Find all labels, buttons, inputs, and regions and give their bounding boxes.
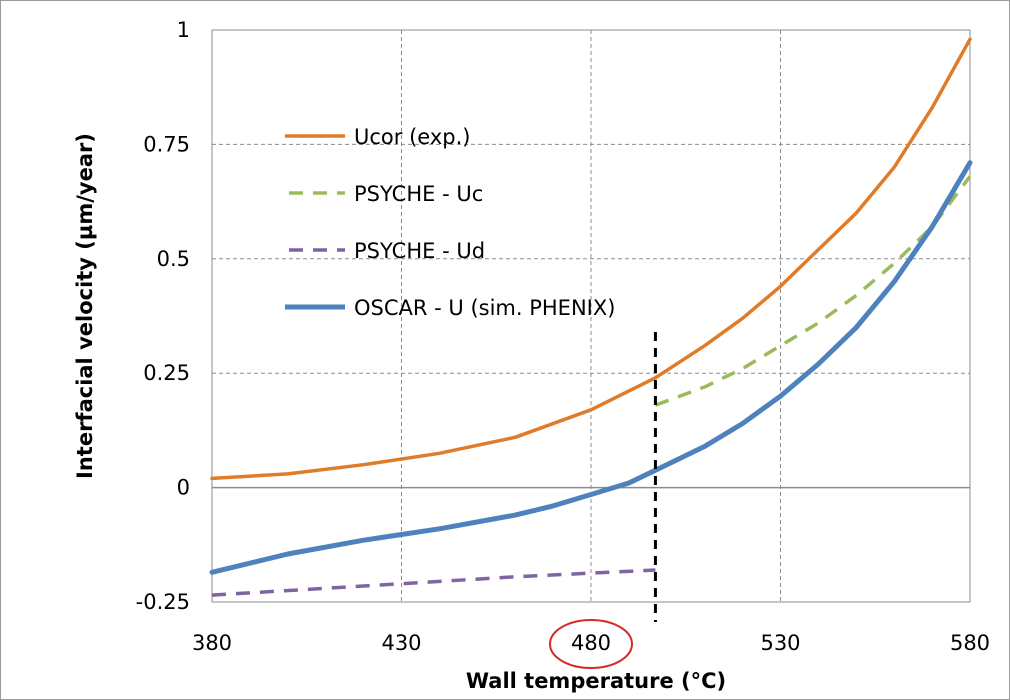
series-line-2 [654, 175, 972, 407]
legend-label-4: OSCAR - U (sim. PHENIX) [354, 296, 615, 320]
annotations [549, 332, 657, 669]
legend-label-2: PSYCHE - Uc [354, 182, 483, 206]
x-tick-label: 530 [760, 631, 800, 655]
highlight-circle [549, 619, 633, 669]
y-tick-label: 1 [177, 18, 190, 42]
series-line-3 [211, 568, 656, 597]
y-tick-label: 0.5 [157, 247, 190, 271]
y-tick-label: -0.25 [136, 590, 190, 614]
y-axis-title: Interfacial velocity (µm/year) [73, 133, 97, 479]
y-tick-label: 0.25 [143, 361, 190, 385]
legend-label-1: Ucor (exp.) [354, 125, 470, 149]
x-axis-title: Wall temperature (°C) [466, 669, 726, 693]
series-lines [209, 37, 973, 597]
y-tick-label: 0 [177, 476, 190, 500]
series-line-4 [209, 160, 973, 575]
x-tick-label: 480 [571, 631, 611, 655]
series-line-1 [210, 37, 972, 481]
x-tick-label: 380 [192, 631, 232, 655]
legend: Ucor (exp.) PSYCHE - Uc PSYCHE - Ud OSCAR -… [285, 125, 615, 320]
axes: 380 430 480 530 580 -0.25 0 0.25 0.5 0.75 1 [136, 18, 990, 655]
y-tick-label: 0.75 [143, 132, 190, 156]
x-tick-label: 580 [950, 631, 990, 655]
legend-label-3: PSYCHE - Ud [354, 239, 485, 263]
gridlines [211, 29, 971, 603]
x-tick-label: 430 [381, 631, 421, 655]
